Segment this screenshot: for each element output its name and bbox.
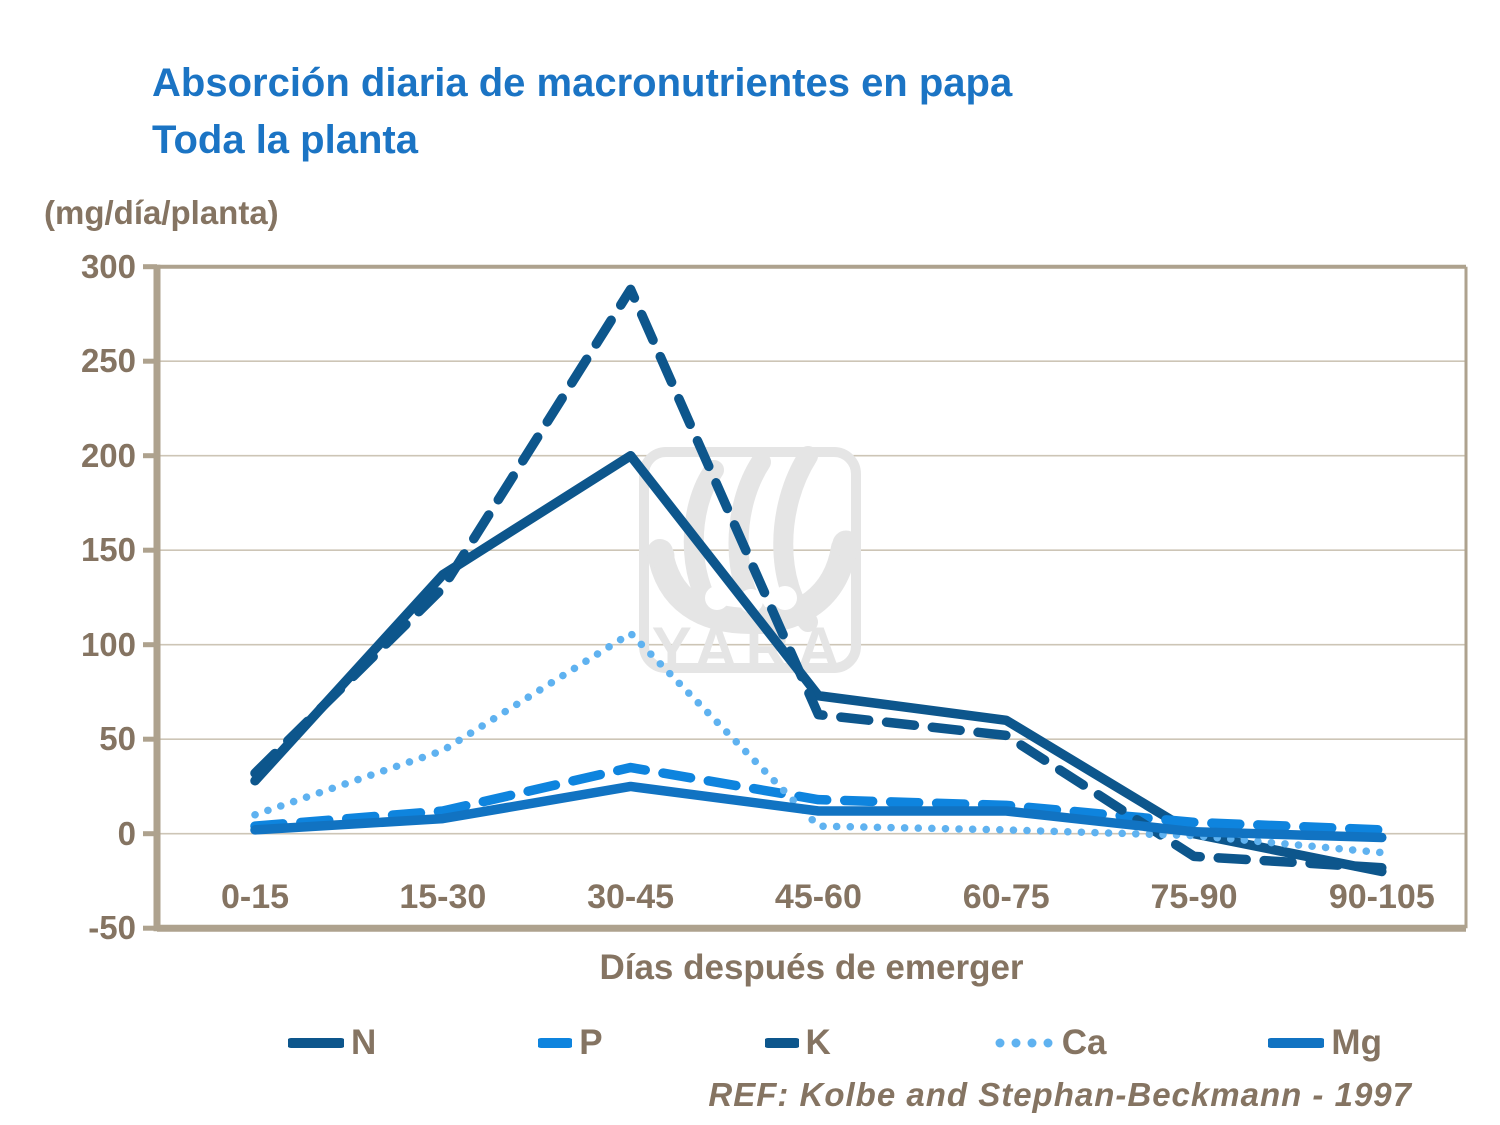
y-tick-50: [143, 736, 157, 742]
legend-label-Mg: Mg: [1331, 1023, 1382, 1062]
y-tick-label-100: 100: [80, 625, 136, 663]
y-tick-label-50: 50: [99, 720, 136, 758]
reference-citation: REF: Kolbe and Stephan-Beckmann - 1997: [708, 1076, 1412, 1113]
legend-item-K: K: [764, 1023, 831, 1063]
x-category-label-90-105: 90-105: [1328, 878, 1435, 916]
chart-title-line1: Absorción diaria de macronutrientes en p…: [152, 61, 1013, 105]
legend-label-Ca: Ca: [1061, 1023, 1107, 1062]
y-tick--50: [143, 925, 157, 931]
y-axis-unit-label: (mg/día/planta): [44, 194, 279, 231]
series-line-K: [250, 284, 1387, 873]
series-line-P: [250, 762, 1387, 835]
x-category-label-75-90: 75-90: [1150, 878, 1238, 916]
x-category-label-30-45: 30-45: [587, 878, 675, 916]
y-tick-300: [143, 264, 157, 270]
legend-dot: [995, 1038, 1005, 1048]
legend-label-N: N: [351, 1023, 377, 1062]
x-category-label-45-60: 45-60: [774, 878, 862, 916]
watermark-prow-curl: [832, 530, 860, 558]
y-tick-label-200: 200: [80, 436, 136, 474]
legend-item-Mg: Mg: [1268, 1023, 1382, 1063]
y-tick-100: [143, 642, 157, 648]
y-tick-250: [143, 358, 157, 364]
legend-dot: [1027, 1038, 1037, 1048]
legend-swatch-Ca: [995, 1038, 1053, 1048]
watermark-hull: [647, 535, 857, 635]
y-tick-label-0: 0: [117, 814, 136, 852]
watermark-stern-curl: [647, 542, 675, 570]
gridlines-layer: [143, 264, 1468, 932]
x-axis-title: Días después de emerger: [599, 948, 1024, 987]
legend-dot: [1043, 1038, 1053, 1048]
watermark-shield-3: [773, 586, 797, 610]
y-tick-200: [143, 453, 157, 459]
legend: N P K Ca Mg: [288, 1018, 1382, 1068]
x-category-label-60-75: 60-75: [962, 878, 1050, 916]
legend-item-Ca: Ca: [993, 1023, 1107, 1063]
legend-swatch-K: [764, 1038, 799, 1048]
x-category-label-15-30: 15-30: [399, 878, 487, 916]
legend-item-P: P: [538, 1023, 603, 1063]
y-tick-0: [143, 831, 157, 837]
series-layer: [250, 284, 1387, 877]
chart-title: Absorción diaria de macronutrientes en p…: [152, 55, 1012, 169]
y-tick-label-250: 250: [80, 342, 136, 380]
watermark-shield-1: [705, 586, 729, 610]
legend-swatch-N: [288, 1038, 344, 1048]
legend-label-K: K: [805, 1023, 831, 1062]
y-tick-150: [143, 547, 157, 553]
legend-swatch-P: [538, 1038, 573, 1048]
y-tick-label-150: 150: [80, 531, 136, 569]
series-line-Mg: [250, 781, 1387, 843]
legend-item-N: N: [288, 1023, 376, 1063]
x-category-label-0-15: 0-15: [220, 878, 290, 916]
legend-label-P: P: [579, 1023, 603, 1062]
chart-title-line2: Toda la planta: [152, 117, 418, 162]
y-tick-label--50: -50: [88, 909, 136, 947]
y-tick-label-300: 300: [80, 247, 136, 285]
watermark-text: YARA: [652, 615, 849, 682]
legend-dot: [1011, 1038, 1021, 1048]
watermark-frame: [639, 447, 861, 673]
legend-swatch-Mg: [1268, 1038, 1325, 1048]
